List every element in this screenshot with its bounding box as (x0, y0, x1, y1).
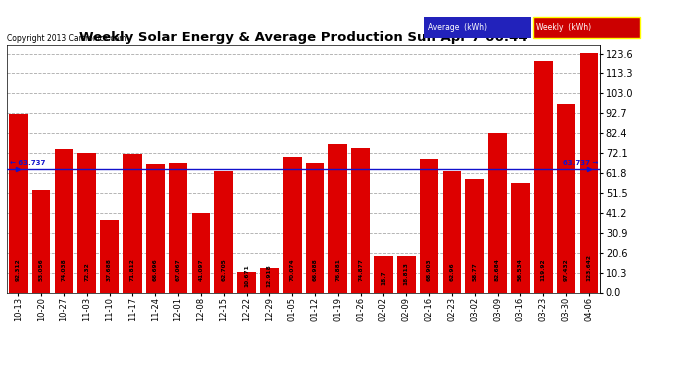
Bar (55, 149, 73, 292)
Text: 10.671: 10.671 (244, 265, 249, 288)
Text: 97.432: 97.432 (564, 258, 569, 281)
Bar (489, 133, 507, 292)
Bar (511, 183, 530, 292)
Text: 37.688: 37.688 (107, 258, 112, 281)
Bar (32, 190, 50, 292)
Text: 63.737 →: 63.737 → (562, 160, 598, 166)
Bar (215, 171, 233, 292)
Bar (534, 61, 553, 292)
Text: 70.074: 70.074 (290, 258, 295, 281)
Text: 92.312: 92.312 (16, 258, 21, 281)
Text: 72.32: 72.32 (84, 262, 89, 281)
Text: 12.918: 12.918 (267, 264, 272, 287)
Text: 71.812: 71.812 (130, 258, 135, 281)
Text: 68.903: 68.903 (426, 258, 432, 281)
Bar (306, 163, 324, 292)
Text: 67.067: 67.067 (175, 258, 181, 281)
Text: 58.77: 58.77 (472, 262, 477, 281)
Bar (557, 104, 575, 292)
Text: 18.813: 18.813 (404, 262, 408, 285)
Bar (123, 154, 141, 292)
Text: 123.642: 123.642 (586, 254, 591, 281)
Bar (328, 144, 347, 292)
Text: 66.696: 66.696 (152, 258, 158, 281)
Bar (169, 163, 188, 292)
Text: 18.7: 18.7 (381, 270, 386, 285)
Text: Copyright 2013 Cartronics.com: Copyright 2013 Cartronics.com (7, 34, 126, 43)
Bar (146, 164, 165, 292)
Bar (466, 179, 484, 292)
Bar (192, 213, 210, 292)
Bar (9, 114, 28, 292)
Text: 62.96: 62.96 (449, 262, 455, 281)
Text: ← 63.737: ← 63.737 (10, 160, 46, 166)
Text: 66.988: 66.988 (313, 258, 317, 281)
Text: 74.038: 74.038 (61, 258, 66, 281)
Bar (77, 153, 96, 292)
Title: Weekly Solar Energy & Average Production Sun Apr 7 06:44: Weekly Solar Energy & Average Production… (79, 31, 528, 44)
Text: Weekly  (kWh): Weekly (kWh) (536, 22, 591, 32)
Text: 56.534: 56.534 (518, 258, 523, 281)
Text: 62.705: 62.705 (221, 258, 226, 281)
Bar (237, 272, 256, 292)
Text: 119.92: 119.92 (541, 258, 546, 281)
Bar (442, 171, 462, 292)
Text: 76.881: 76.881 (335, 258, 340, 281)
Text: Average  (kWh): Average (kWh) (428, 22, 487, 32)
Bar (260, 267, 279, 292)
Text: 74.877: 74.877 (358, 258, 363, 281)
Text: 41.097: 41.097 (199, 258, 204, 281)
Bar (580, 53, 598, 292)
Bar (374, 256, 393, 292)
Bar (397, 256, 415, 292)
Text: 82.684: 82.684 (495, 258, 500, 281)
Bar (283, 157, 302, 292)
Text: 53.056: 53.056 (39, 258, 43, 281)
Bar (100, 220, 119, 292)
Bar (420, 159, 438, 292)
Bar (351, 148, 370, 292)
